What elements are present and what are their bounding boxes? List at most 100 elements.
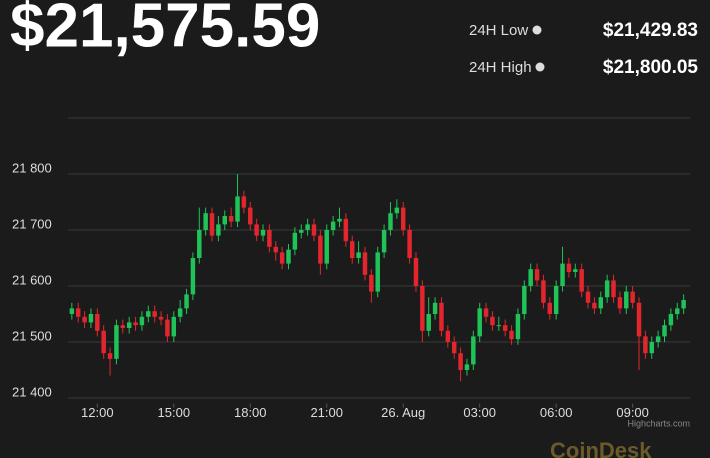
- candle-body: [248, 207, 253, 225]
- candle-body: [216, 224, 221, 236]
- candle-body: [579, 269, 584, 292]
- candle-body: [209, 213, 215, 236]
- candle-body: [662, 325, 667, 337]
- candle-body: [573, 269, 578, 272]
- candle-body: [254, 224, 259, 236]
- candle-body: [222, 216, 228, 225]
- candle-body: [260, 230, 266, 236]
- candle-body: [643, 336, 648, 354]
- brand: CoinDesk: [550, 438, 652, 458]
- candle-body: [458, 353, 463, 370]
- candle-body: [69, 308, 75, 314]
- candle-body: [400, 207, 406, 230]
- candle-body: [75, 308, 81, 317]
- candle-body: [82, 316, 87, 323]
- candle-body: [286, 249, 291, 264]
- candle-body: [330, 221, 336, 230]
- candle-body: [560, 263, 565, 286]
- candle-body: [598, 297, 604, 309]
- candle-body: [190, 258, 196, 295]
- candle-body: [114, 325, 119, 359]
- candle-body: [203, 213, 208, 230]
- candle-body: [528, 269, 533, 286]
- candle-body: [95, 314, 100, 331]
- y-tick-label: 21 800: [12, 160, 52, 175]
- candle-body: [375, 252, 380, 292]
- candle-body: [394, 207, 400, 214]
- x-tick-label: 09:00: [616, 405, 649, 420]
- plot: 21 400 21 500 21 600 21 700 21 800 12:00 15:00…: [12, 160, 690, 420]
- candle-body: [464, 364, 470, 370]
- x-tick-label: 15:00: [158, 405, 191, 420]
- candle-body: [636, 302, 642, 337]
- candle-body: [439, 302, 444, 331]
- candle-body: [585, 291, 591, 303]
- candle-body: [451, 342, 457, 354]
- candle-body: [420, 286, 425, 331]
- candle-body: [604, 280, 610, 298]
- candle-body: [241, 196, 247, 208]
- candle-body: [624, 291, 629, 309]
- candle-body: [668, 314, 674, 326]
- candle-body: [126, 322, 132, 328]
- candle-body: [388, 213, 393, 230]
- candle-body: [522, 286, 527, 314]
- x-tick-label: 26. Aug: [381, 405, 425, 420]
- candle-body: [235, 196, 240, 222]
- candle-body: [107, 353, 113, 359]
- candle-body: [592, 302, 597, 309]
- candle-body: [407, 230, 412, 258]
- candle-body: [133, 322, 138, 326]
- candle-body: [502, 325, 508, 331]
- candle-body: [655, 336, 661, 342]
- candle-body: [337, 218, 342, 222]
- candle-body: [292, 232, 298, 250]
- high-value: $21,800.05: [603, 57, 699, 78]
- low-label: 24H Low: [469, 22, 528, 39]
- candle-body: [381, 230, 387, 253]
- candle-body: [541, 280, 546, 303]
- x-tick-label: 03:00: [463, 405, 496, 420]
- candle-body: [509, 330, 514, 340]
- candle-body: [273, 246, 278, 253]
- candle-body: [675, 308, 680, 314]
- candle-body: [146, 311, 151, 317]
- candle-body: [534, 269, 540, 281]
- price: $21,575.59: [10, 0, 320, 60]
- candle-body: [152, 311, 157, 317]
- candle-body: [139, 316, 145, 326]
- candle-body: [343, 218, 349, 242]
- candle-body: [279, 252, 285, 264]
- candle-body: [483, 308, 489, 317]
- high-label: 24H High: [469, 59, 532, 76]
- candle-body: [413, 258, 419, 286]
- candle-body: [553, 286, 559, 314]
- low-value: $21,429.83: [603, 20, 698, 41]
- candle-body: [496, 325, 502, 327]
- info-icon: [532, 25, 542, 35]
- candle-body: [681, 300, 686, 309]
- candle-body: [267, 230, 272, 247]
- y-tick-label: 21 500: [12, 328, 52, 343]
- candle-body: [318, 235, 323, 264]
- y-tick-label: 21 400: [12, 384, 52, 399]
- candle-body: [617, 297, 623, 309]
- candle-body: [356, 252, 361, 258]
- candle-body: [305, 224, 310, 230]
- candle-body: [445, 330, 451, 342]
- candle-body: [299, 230, 304, 233]
- x-tick-label: 18:00: [234, 405, 267, 420]
- candle-body: [477, 308, 482, 337]
- candle-body: [515, 314, 521, 340]
- candle-body: [649, 342, 654, 354]
- candle-body: [566, 263, 572, 272]
- info-icon: [535, 62, 545, 72]
- candle-body: [311, 224, 317, 236]
- candle-body: [547, 302, 553, 314]
- candle-body: [630, 291, 635, 303]
- candle-body: [184, 294, 189, 309]
- candle-body: [471, 336, 476, 365]
- candle-body: [426, 314, 431, 331]
